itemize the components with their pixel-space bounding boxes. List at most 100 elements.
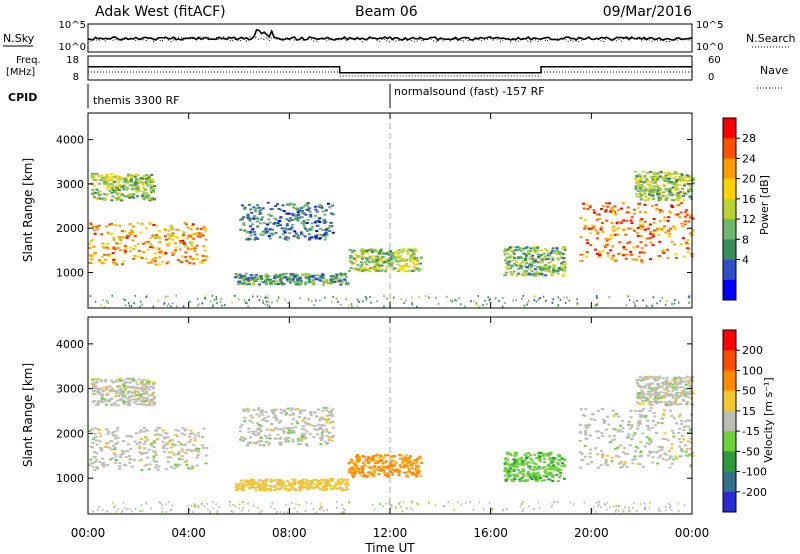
radar-title: Adak West (fitACF): [95, 4, 226, 20]
power-echo-cell: [148, 243, 152, 246]
velocity-echo-cell: [344, 482, 348, 485]
velocity-echo-cell: [659, 401, 663, 404]
velocity-echo-cell: [96, 403, 100, 406]
power-echo-cell: [676, 195, 680, 198]
power-echo-cell: [375, 262, 379, 265]
power-echo-cell: [243, 229, 247, 232]
velocity-echo-cell: [124, 456, 128, 459]
velocity-echo-cell: [380, 458, 384, 461]
velocity-ground-speckle: [320, 507, 322, 510]
velocity-ground-speckle: [434, 504, 437, 507]
power-echo-cell: [253, 233, 257, 236]
velocity-echo-cell: [653, 396, 657, 399]
velocity-echo-cell: [601, 418, 605, 421]
velocity-echo-cell: [136, 397, 140, 400]
velocity-ytick-label: 3000: [56, 383, 84, 396]
velocity-echo-cell: [282, 430, 286, 433]
power-echo-cell: [391, 255, 395, 258]
velocity-echo-cell: [633, 458, 637, 461]
velocity-ground-speckle: [326, 508, 329, 511]
power-echo-cell: [380, 264, 384, 267]
power-echo-cell: [684, 215, 688, 218]
power-echo-cell: [652, 187, 656, 190]
power-echo-cell: [119, 249, 123, 252]
velocity-echo-cell: [118, 462, 122, 465]
power-echo-cell: [664, 198, 668, 201]
power-echo-cell: [102, 192, 106, 195]
velocity-echo-cell: [368, 466, 372, 469]
velocity-echo-cell: [540, 452, 544, 455]
power-echo-cell: [250, 276, 254, 279]
power-echo-cell: [560, 263, 564, 266]
velocity-echo-cell: [641, 400, 645, 403]
velocity-echo-cell: [547, 471, 551, 474]
power-echo-cell: [682, 199, 686, 202]
power-echo-cell: [611, 245, 615, 248]
power-ground-speckle: [162, 303, 165, 306]
velocity-ground-speckle: [247, 509, 250, 512]
power-echo-cell: [675, 179, 679, 182]
power-echo-cell: [293, 215, 297, 218]
velocity-echo-cell: [350, 467, 354, 470]
power-echo-cell: [360, 262, 364, 265]
power-echo-cell: [112, 258, 116, 261]
power-echo-cell: [102, 246, 106, 249]
power-ground-speckle: [545, 299, 548, 302]
power-echo-cell: [97, 183, 101, 186]
power-echo-cell: [171, 232, 175, 235]
velocity-echo-cell: [141, 399, 145, 402]
power-echo-cell: [634, 187, 638, 190]
power-echo-cell: [517, 264, 521, 267]
velocity-echo-cell: [680, 380, 684, 383]
power-echo-cell: [204, 249, 208, 252]
power-echo-cell: [104, 177, 108, 180]
velocity-echo-cell: [251, 421, 255, 424]
power-echo-cell: [106, 231, 110, 234]
velocity-ground-speckle: [171, 504, 173, 507]
power-echo-cell: [154, 236, 158, 239]
velocity-echo-cell: [504, 466, 508, 469]
power-echo-cell: [280, 227, 284, 230]
velocity-echo-cell: [640, 386, 644, 389]
velocity-echo-cell: [557, 454, 561, 457]
power-echo-cell: [600, 226, 604, 229]
velocity-echo-cell: [671, 402, 675, 405]
velocity-ground-speckle: [491, 508, 494, 511]
power-echo-cell: [247, 278, 251, 281]
velocity-echo-cell: [507, 464, 511, 467]
velocity-echo-cell: [326, 442, 330, 445]
power-echo-cell: [416, 260, 420, 263]
power-echo-cell: [272, 222, 276, 225]
power-echo-cell: [560, 267, 564, 270]
power-echo-cell: [141, 242, 145, 245]
velocity-echo-cell: [379, 460, 383, 463]
power-echo-cell: [610, 257, 614, 260]
power-echo-cell: [193, 232, 197, 235]
velocity-ground-speckle: [614, 510, 617, 513]
power-echo-cell: [101, 262, 105, 265]
power-echo-cell: [120, 230, 124, 233]
velocity-echo-cell: [361, 466, 365, 469]
power-echo-cell: [318, 217, 322, 220]
power-echo-cell: [589, 244, 593, 247]
velocity-echo-cell: [583, 414, 587, 417]
power-echo-cell: [548, 254, 552, 257]
velocity-echo-cell: [177, 458, 181, 461]
velocity-echo-cell: [658, 386, 662, 389]
velocity-echo-cell: [361, 471, 365, 474]
velocity-echo-cell: [93, 460, 97, 463]
velocity-echo-cell: [114, 404, 118, 407]
power-echo-cell: [520, 274, 524, 277]
power-echo-cell: [619, 252, 623, 255]
power-echo-cell: [651, 194, 655, 197]
velocity-echo-cell: [96, 391, 100, 394]
velocity-echo-cell: [503, 467, 507, 470]
power-echo-cell: [298, 279, 302, 282]
velocity-echo-cell: [547, 468, 551, 471]
velocity-echo-cell: [152, 441, 156, 444]
velocity-echo-cell: [667, 383, 671, 386]
power-echo-cell: [357, 270, 361, 273]
velocity-echo-cell: [189, 438, 193, 441]
velocity-echo-cell: [304, 482, 308, 485]
velocity-echo-cell: [184, 452, 188, 455]
